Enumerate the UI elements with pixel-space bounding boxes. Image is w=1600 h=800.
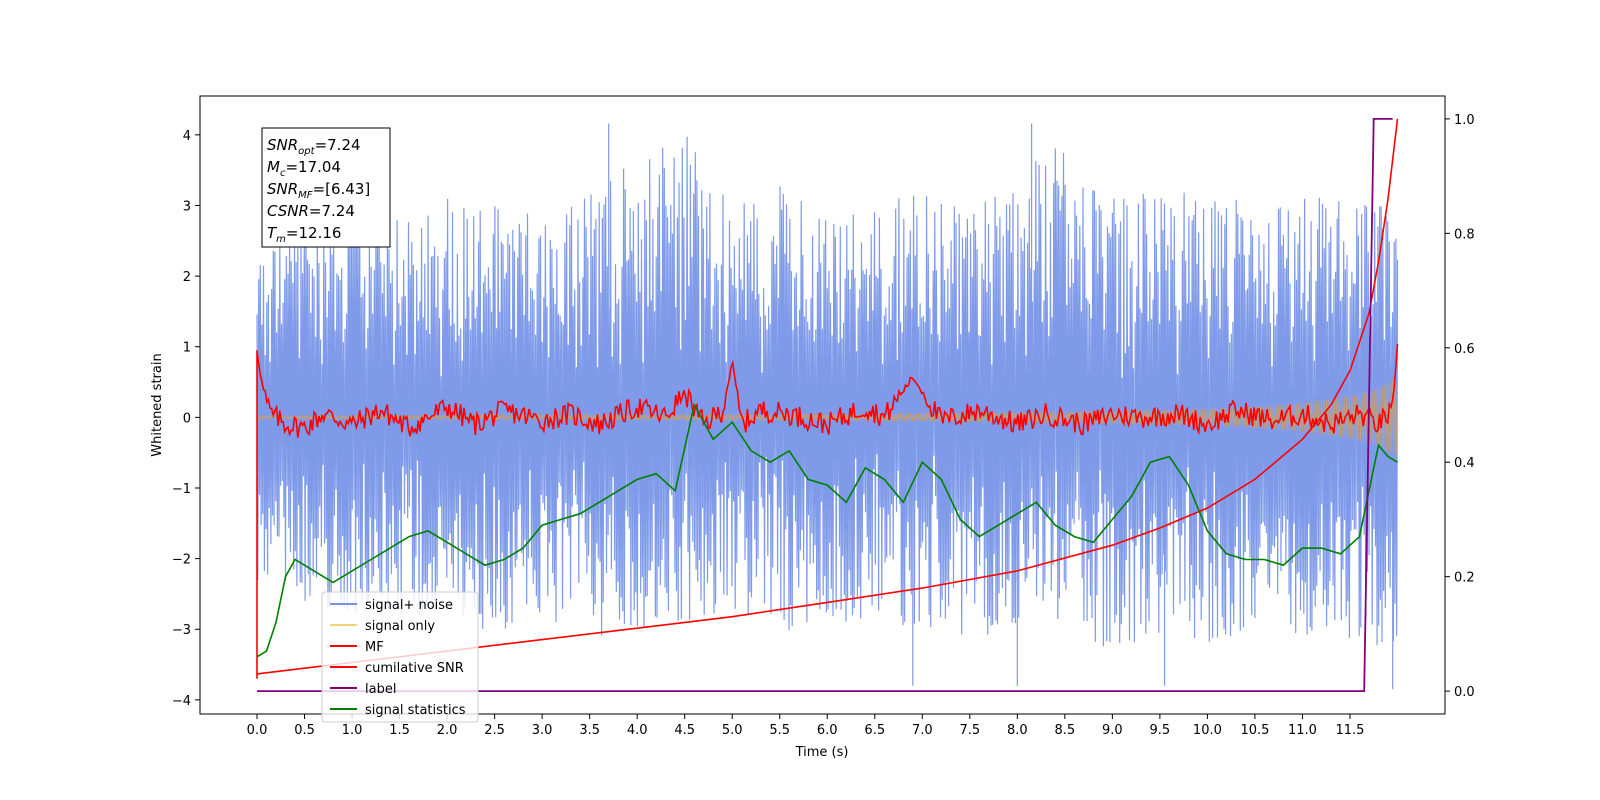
info-box-frame	[261, 127, 391, 248]
info-lines: SNRopt=7.24Mc=17.04SNRMF=[6.43]CSNR=7.24…	[267, 136, 370, 245]
y-right-tick-label: 0.0	[1454, 685, 1475, 700]
x-tick-label: 5.5	[769, 723, 790, 738]
info-line-value: =7.24	[309, 202, 355, 220]
x-tick-label: 3.5	[579, 723, 600, 738]
x-tick-label: 8.5	[1055, 723, 1076, 738]
y-right-tick-label: 0.6	[1454, 342, 1475, 357]
info-line-subscript: m	[276, 234, 286, 245]
x-axis-ticks: 0.0 0.5 1.0 1.5 2.0 2.5 3.0 3.5 4.0 4.5 5.0 5.5 6.0 6…	[247, 714, 1364, 738]
x-tick-label: 8.0	[1007, 723, 1028, 738]
x-tick-label: 2.5	[484, 723, 505, 738]
series-label	[257, 118, 1393, 692]
legend-frame	[321, 591, 479, 723]
y-right-tick-label: 0.4	[1454, 456, 1475, 471]
info-line-symbol: T	[267, 224, 278, 242]
series-cumulative-snr	[256, 118, 1399, 675]
y-tick-label: 4	[183, 129, 191, 144]
legend-items: signal+ noise signal only MF cumilative SNR…	[330, 598, 466, 718]
x-tick-label: 2.0	[437, 723, 458, 738]
x-tick-label: 9.5	[1150, 723, 1171, 738]
plot-frame	[199, 95, 1446, 715]
y-tick-label: −3	[172, 623, 191, 638]
info-line-value: =7.24	[315, 136, 361, 154]
legend-label: signal statistics	[365, 703, 466, 718]
y-right-tick-label: 0.8	[1454, 227, 1475, 242]
info-line-symbol: M	[267, 158, 280, 176]
x-tick-label: 4.5	[674, 723, 695, 738]
legend-label: cumilative SNR	[365, 661, 464, 676]
y-tick-label: −1	[172, 482, 191, 497]
info-line: SNRMF=[6.43]	[267, 180, 370, 201]
info-line-subscript: opt	[298, 146, 315, 157]
series-mf	[256, 343, 1399, 679]
y-tick-label: 2	[183, 270, 191, 285]
y-right-tick-label: 1.0	[1454, 113, 1475, 128]
series-signal-noise	[256, 123, 1399, 690]
legend-label: signal only	[365, 619, 435, 634]
y-axis-label: Whitened strain	[150, 353, 165, 456]
legend: signal+ noise signal only MF cumilative SNR…	[321, 591, 479, 723]
info-line-symbol: SNR	[267, 180, 298, 198]
y-axis-ticks-right: 1.0 0.8 0.6 0.4 0.2 0.0	[1445, 113, 1475, 700]
info-line: Mc=17.04	[267, 158, 341, 179]
x-tick-label: 1.5	[389, 723, 410, 738]
x-tick-label: 6.0	[817, 723, 838, 738]
x-tick-label: 9.0	[1102, 723, 1123, 738]
x-tick-label: 10.5	[1240, 723, 1269, 738]
y-tick-label: 3	[183, 199, 191, 214]
x-tick-label: 7.5	[959, 723, 980, 738]
info-line-value: =12.16	[286, 224, 342, 242]
x-tick-label: 1.0	[342, 723, 363, 738]
legend-label: label	[365, 682, 396, 697]
x-tick-label: 3.0	[532, 723, 553, 738]
x-tick-label: 11.5	[1335, 723, 1364, 738]
info-line-value: =17.04	[285, 158, 341, 176]
x-tick-label: 11.0	[1288, 723, 1317, 738]
info-line: SNRopt=7.24	[267, 136, 361, 157]
x-tick-label: 0.0	[247, 723, 268, 738]
info-line-subscript: MF	[298, 190, 313, 201]
x-tick-label: 4.0	[627, 723, 648, 738]
series-signal-statistics	[256, 402, 1398, 658]
info-line-value: =[6.43]	[313, 180, 371, 198]
series-layer	[256, 118, 1399, 692]
x-tick-label: 6.5	[864, 723, 885, 738]
info-box: SNRopt=7.24Mc=17.04SNRMF=[6.43]CSNR=7.24…	[261, 127, 391, 248]
y-tick-label: −2	[172, 553, 191, 568]
x-tick-label: 7.0	[912, 723, 933, 738]
x-tick-label: 5.0	[722, 723, 743, 738]
info-line-symbol: SNR	[267, 136, 298, 154]
info-line: CSNR=7.24	[267, 202, 355, 220]
info-line-subscript: c	[280, 168, 286, 179]
y-tick-label: 1	[183, 341, 191, 356]
y-axis-ticks-left: 4 3 2 1 0 −1 −2 −3 −4	[172, 129, 200, 709]
y-tick-label: −4	[172, 694, 191, 709]
legend-label: signal+ noise	[365, 598, 453, 613]
info-line-symbol: CSNR	[267, 202, 309, 220]
y-right-tick-label: 0.2	[1454, 571, 1475, 586]
info-line: Tm=12.16	[267, 224, 341, 245]
x-tick-label: 10.0	[1193, 723, 1222, 738]
legend-label: MF	[365, 640, 384, 655]
x-tick-label: 0.5	[294, 723, 315, 738]
y-tick-label: 0	[183, 411, 191, 426]
x-axis-label: Time (s)	[795, 745, 849, 760]
